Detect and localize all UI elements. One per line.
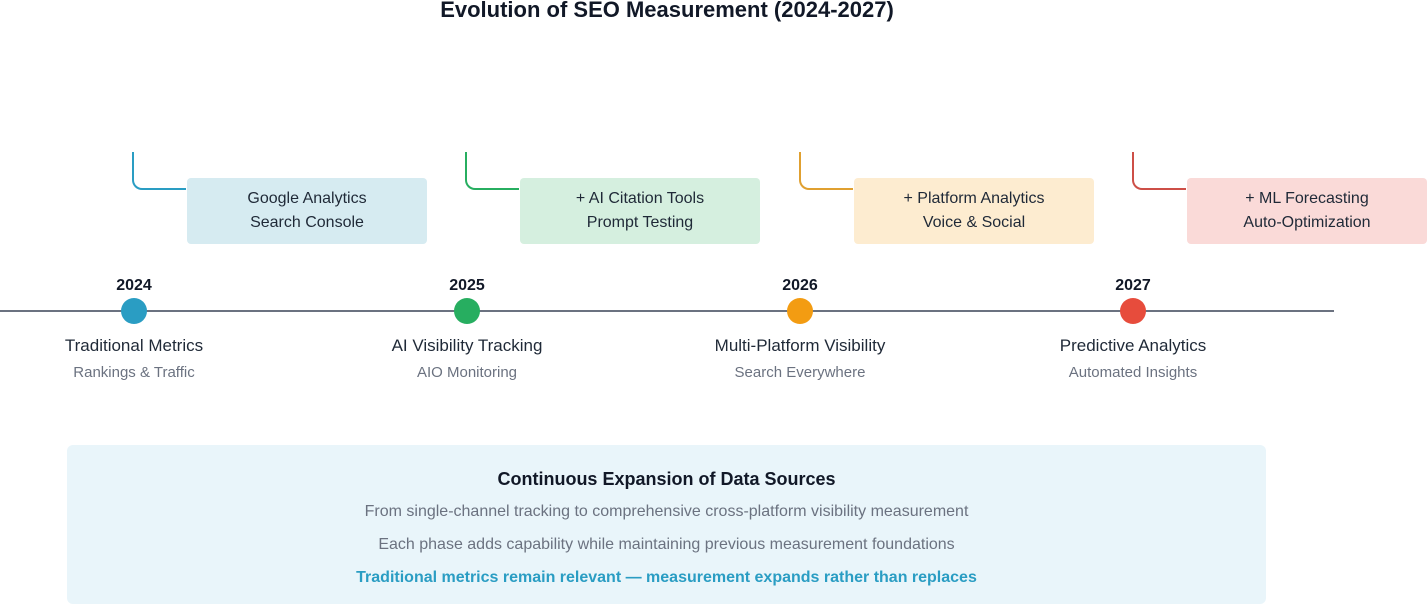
- feature-item: Prompt Testing: [586, 214, 694, 231]
- milestone-dot-2025: [454, 298, 480, 324]
- connector-2025: [465, 152, 519, 190]
- phase-title-2024: Traditional Metrics: [64, 336, 204, 355]
- milestone-dot-2027: [1120, 298, 1146, 324]
- summary-line-1: From single-channel tracking to comprehe…: [364, 503, 969, 520]
- phase-subtitle-2027: Automated Insights: [1068, 364, 1198, 381]
- summary-line-2: Each phase adds capability while maintai…: [378, 536, 955, 553]
- connector-2026: [799, 152, 853, 190]
- year-label-2026: 2026: [782, 277, 818, 294]
- timeline-axis: [0, 310, 1334, 312]
- feature-box-2025: + AI Citation Tools Prompt Testing: [520, 178, 760, 244]
- connector-2024: [132, 152, 186, 190]
- feature-item: Search Console: [250, 214, 364, 231]
- phase-subtitle-2026: Search Everywhere: [734, 364, 866, 381]
- year-label-2027: 2027: [1115, 277, 1151, 294]
- feature-item: + Platform Analytics: [903, 190, 1045, 207]
- year-label-2025: 2025: [449, 277, 485, 294]
- feature-box-2026: + Platform Analytics Voice & Social: [854, 178, 1094, 244]
- feature-box-2027: + ML Forecasting Auto-Optimization: [1187, 178, 1427, 244]
- connector-2027: [1132, 152, 1186, 190]
- feature-item: Voice & Social: [922, 214, 1026, 231]
- summary-title: Continuous Expansion of Data Sources: [497, 469, 836, 489]
- feature-box-2024: Google Analytics Search Console: [187, 178, 427, 244]
- phase-subtitle-2025: AIO Monitoring: [416, 364, 518, 381]
- feature-item: + AI Citation Tools: [575, 190, 705, 207]
- summary-highlight: Traditional metrics remain relevant — me…: [356, 569, 977, 586]
- page-title: Evolution of SEO Measurement (2024-2027): [440, 0, 894, 22]
- summary-panel: Continuous Expansion of Data Sources Fro…: [67, 445, 1266, 604]
- phase-title-2027: Predictive Analytics: [1059, 336, 1207, 355]
- phase-subtitle-2024: Rankings & Traffic: [73, 364, 195, 381]
- feature-item: Google Analytics: [247, 190, 367, 207]
- feature-item: Auto-Optimization: [1243, 214, 1371, 231]
- year-label-2024: 2024: [116, 277, 152, 294]
- phase-title-2026: Multi-Platform Visibility: [714, 336, 886, 355]
- feature-item: + ML Forecasting: [1245, 190, 1369, 207]
- milestone-dot-2026: [787, 298, 813, 324]
- phase-title-2025: AI Visibility Tracking: [391, 336, 543, 355]
- milestone-dot-2024: [121, 298, 147, 324]
